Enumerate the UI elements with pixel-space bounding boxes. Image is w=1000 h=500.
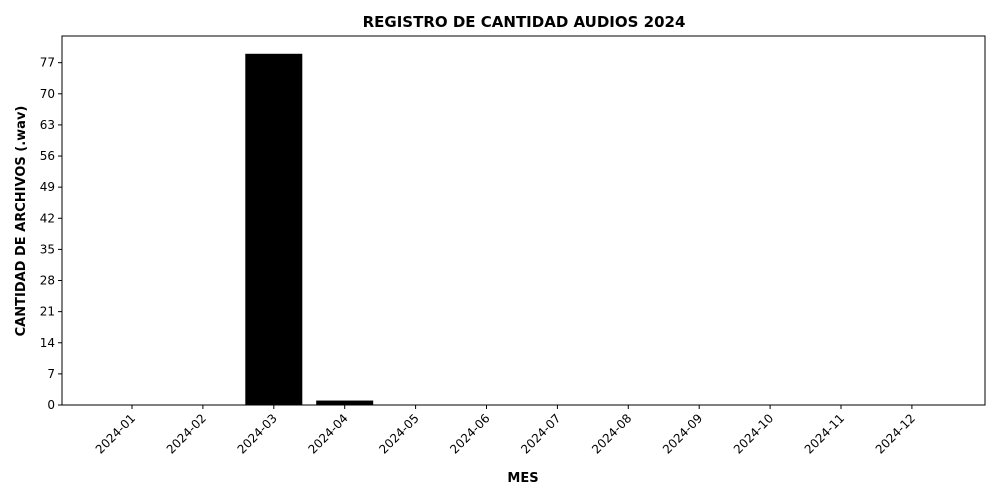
bar-2024-03 — [245, 53, 303, 405]
y-axis: 0 7 14 21 28 35 42 49 56 63 70 77 — [40, 56, 62, 412]
x-tick-label: 2024-01 — [93, 411, 138, 456]
y-tick-label: 70 — [40, 87, 55, 101]
plot-frame — [61, 35, 986, 406]
y-axis-label: CANTIDAD DE ARCHIVOS (.wav) — [14, 106, 29, 337]
plot-area — [61, 35, 986, 406]
x-tick-label: 2024-02 — [164, 411, 209, 456]
chart-title: REGISTRO DE CANTIDAD AUDIOS 2024 — [363, 13, 686, 31]
x-tick-label: 2024-04 — [305, 411, 350, 456]
y-tick-label: 28 — [40, 274, 55, 288]
x-axis: 2024-01 2024-02 2024-03 2024-04 2024-05 2024-… — [93, 405, 918, 457]
bar-2024-04 — [316, 400, 374, 405]
x-tick-label: 2024-12 — [873, 411, 918, 456]
y-tick-label: 21 — [40, 305, 55, 319]
y-tick-label: 35 — [40, 242, 55, 256]
y-tick-label: 77 — [40, 56, 55, 70]
x-tick-label: 2024-11 — [802, 411, 847, 456]
y-tick-label: 7 — [47, 367, 55, 381]
y-tick-label: 56 — [40, 149, 55, 163]
y-tick-label: 49 — [40, 180, 55, 194]
x-tick-label: 2024-03 — [235, 411, 280, 456]
x-tick-label: 2024-08 — [589, 411, 634, 456]
y-tick-label: 63 — [40, 118, 55, 132]
x-tick-label: 2024-10 — [731, 411, 776, 456]
y-tick-label: 14 — [40, 336, 55, 350]
x-tick-label: 2024-09 — [660, 411, 705, 456]
x-tick-label: 2024-05 — [376, 411, 421, 456]
x-tick-label: 2024-06 — [447, 411, 492, 456]
x-tick-label: 2024-07 — [518, 411, 563, 456]
y-tick-label: 42 — [40, 211, 55, 225]
x-axis-label: MES — [507, 471, 538, 486]
y-tick-label: 0 — [47, 398, 55, 412]
